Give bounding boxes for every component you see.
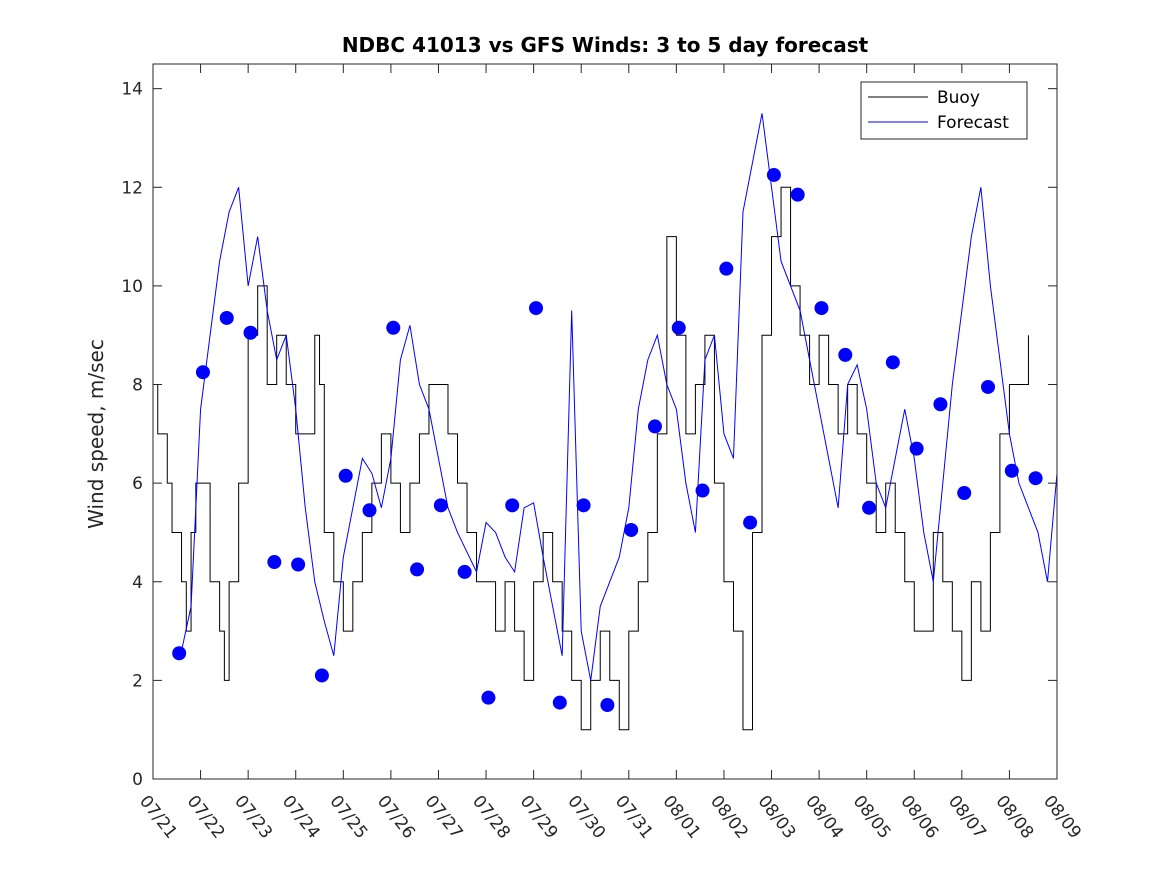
x-tick-label: 08/06	[896, 792, 942, 843]
forecast-marker	[267, 555, 282, 570]
x-tick-label: 08/01	[658, 792, 704, 843]
forecast-marker	[481, 690, 496, 705]
x-tick-label: 08/02	[706, 792, 752, 843]
x-tick-label: 07/22	[183, 792, 229, 843]
forecast-marker	[719, 261, 734, 276]
forecast-marker	[362, 503, 377, 518]
plot-frame	[152, 63, 1058, 780]
x-axis: 07/21 07/22 07/23 07/24 07/25 07/26 07/27 07/28…	[135, 64, 1085, 843]
forecast-marker	[814, 301, 829, 316]
forecast-marker	[766, 167, 781, 182]
x-tick-label: 07/30	[563, 792, 609, 843]
x-tick-label: 08/03	[754, 792, 800, 843]
forecast-marker	[243, 325, 258, 340]
forecast-marker	[457, 564, 472, 579]
chart-title: NDBC 41013 vs GFS Winds: 3 to 5 day fore…	[342, 33, 869, 57]
forecast-marker	[172, 646, 187, 661]
forecast-marker	[647, 419, 662, 434]
buoy-series	[153, 186, 1029, 731]
forecast-marker	[219, 310, 234, 325]
forecast-marker	[838, 347, 853, 362]
x-tick-label: 07/23	[230, 792, 276, 843]
x-tick-label: 07/24	[278, 792, 324, 843]
legend: Buoy Forecast	[860, 81, 1028, 140]
x-tick-label: 08/09	[1039, 792, 1085, 843]
buoy-line	[153, 186, 1029, 731]
y-tick-label: 8	[132, 376, 143, 396]
y-tick-label: 0	[132, 770, 143, 790]
y-tick-label: 12	[121, 178, 143, 198]
forecast-marker	[386, 320, 401, 335]
y-tick-label: 10	[121, 277, 143, 297]
x-tick-label: 07/31	[611, 792, 657, 843]
forecast-marker	[505, 498, 520, 513]
forecast-marker	[314, 668, 329, 683]
y-tick-label: 14	[121, 80, 143, 100]
forecast-marker	[885, 355, 900, 370]
forecast-marker	[529, 301, 544, 316]
y-tick-label: 2	[132, 671, 143, 691]
y-axis-label: Wind speed, m/sec	[84, 339, 108, 529]
x-tick-label: 08/07	[944, 792, 990, 843]
x-tick-label: 08/05	[849, 792, 895, 843]
x-tick-label: 07/26	[373, 792, 419, 843]
forecast-series	[181, 113, 1058, 681]
y-tick-label: 4	[132, 573, 143, 593]
forecast-marker	[981, 379, 996, 394]
forecast-marker	[695, 483, 710, 498]
forecast-marker	[291, 557, 306, 572]
forecast-marker	[933, 397, 948, 412]
forecast-marker	[957, 486, 972, 500]
y-tick-label: 6	[132, 474, 143, 494]
forecast-marker	[410, 562, 425, 577]
forecast-marker	[195, 365, 210, 380]
forecast-marker	[624, 522, 639, 537]
forecast-marker	[671, 320, 686, 335]
forecast-marker	[909, 441, 924, 456]
forecast-marker	[790, 187, 805, 202]
forecast-line	[181, 113, 1058, 681]
forecast-marker	[552, 695, 567, 710]
forecast-marker	[862, 500, 877, 515]
legend-box	[860, 81, 1028, 140]
forecast-marker	[338, 468, 353, 483]
x-tick-label: 07/21	[135, 792, 181, 843]
x-tick-label: 07/29	[516, 792, 562, 843]
forecast-markers	[172, 167, 1043, 713]
forecast-marker	[600, 698, 615, 713]
forecast-marker	[1004, 463, 1019, 478]
legend-forecast-label: Forecast	[937, 113, 1009, 133]
plot-area	[153, 113, 1058, 731]
x-tick-label: 07/25	[325, 792, 371, 843]
forecast-marker	[576, 498, 591, 513]
forecast-marker	[743, 515, 758, 530]
x-tick-label: 08/08	[991, 792, 1037, 843]
x-tick-label: 07/28	[468, 792, 514, 843]
forecast-marker	[1028, 471, 1043, 486]
x-tick-label: 07/27	[421, 792, 467, 843]
legend-buoy-label: Buoy	[937, 88, 980, 108]
forecast-marker	[433, 498, 448, 513]
x-tick-label: 08/04	[801, 792, 847, 843]
y-axis: 0 2 4 6 8 10 12 14	[121, 80, 1057, 790]
